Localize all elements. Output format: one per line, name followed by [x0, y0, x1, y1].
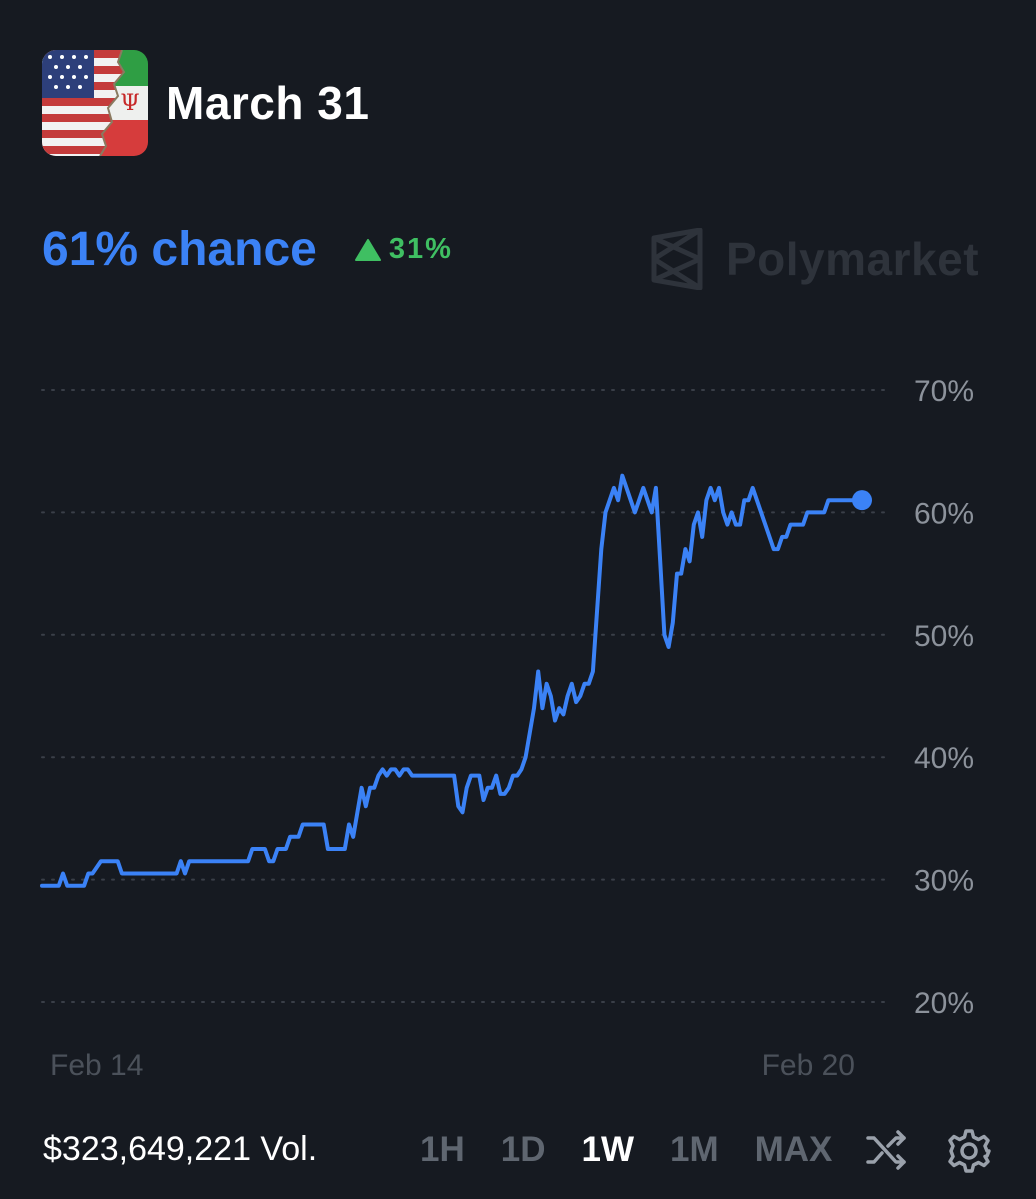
chart-footer: $323,649,221 Vol. 1H 1D 1W 1M MAX	[0, 1120, 1036, 1184]
y-tick-label: 60%	[914, 497, 974, 530]
y-tick-label: 20%	[914, 987, 974, 1020]
x-tick-label: Feb 14	[50, 1049, 143, 1082]
chart-series	[40, 473, 872, 888]
chart-grid	[41, 389, 891, 1003]
y-tick-label: 50%	[914, 620, 974, 653]
series-line	[40, 473, 864, 888]
brand-name: Polymarket	[726, 233, 980, 285]
y-axis-ticks: 70% 60% 50% 40% 30% 20%	[914, 375, 974, 1020]
chance-value: 61% chance	[42, 223, 317, 276]
triangle-up-icon	[354, 238, 381, 261]
change-value: 31%	[388, 233, 453, 265]
range-tab-1w[interactable]: 1W	[581, 1130, 635, 1169]
shuffle-icon	[866, 1130, 906, 1170]
y-tick-label: 70%	[914, 375, 974, 408]
gear-icon	[948, 1129, 991, 1173]
shuffle-button[interactable]	[864, 1128, 908, 1177]
last-point-marker	[852, 490, 872, 511]
svg-text:Ψ: Ψ	[120, 91, 139, 116]
change-badge: 31%	[354, 233, 453, 266]
range-tab-max[interactable]: MAX	[754, 1130, 833, 1169]
y-tick-label: 30%	[914, 865, 974, 898]
market-title: March 31	[166, 77, 370, 129]
probability-row: 61% chance 31%	[42, 222, 453, 277]
market-header: Ψ March 31	[42, 50, 369, 156]
x-tick-label: Feb 20	[762, 1049, 855, 1082]
polymarket-watermark: Polymarket	[650, 228, 979, 290]
us-iran-flag-icon: Ψ	[42, 50, 148, 156]
range-tab-1h[interactable]: 1H	[420, 1130, 465, 1169]
polymarket-logo-icon	[651, 228, 703, 290]
range-tab-1d[interactable]: 1D	[500, 1130, 546, 1169]
range-tab-1m[interactable]: 1M	[670, 1130, 719, 1169]
settings-button[interactable]	[946, 1128, 992, 1179]
volume-label: $323,649,221 Vol.	[43, 1130, 318, 1168]
x-axis-ticks: Feb 14 Feb 20	[50, 1049, 855, 1082]
time-range-tabs: 1H 1D 1W 1M MAX	[420, 1130, 868, 1170]
probability-chart: 70% 60% 50% 40% 30% 20% Feb 14 Feb 20	[40, 375, 974, 1082]
y-tick-label: 40%	[914, 742, 974, 775]
